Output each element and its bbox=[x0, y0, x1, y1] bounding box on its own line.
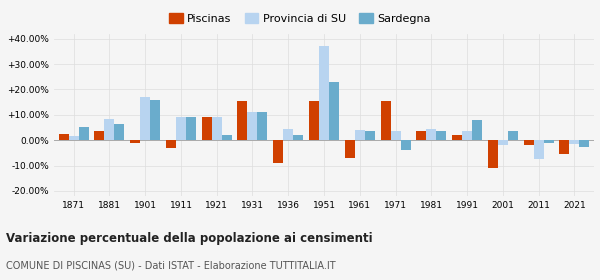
Bar bbox=[569, 140, 580, 144]
Bar bbox=[186, 117, 196, 140]
Bar bbox=[309, 101, 319, 140]
Bar bbox=[426, 129, 436, 140]
Bar bbox=[580, 140, 589, 146]
Bar bbox=[401, 140, 410, 150]
Bar bbox=[524, 140, 533, 145]
Bar bbox=[238, 101, 247, 140]
Bar bbox=[416, 131, 426, 140]
Bar bbox=[319, 46, 329, 140]
Bar bbox=[488, 140, 498, 168]
Bar bbox=[365, 131, 375, 140]
Bar bbox=[533, 140, 544, 159]
Bar bbox=[544, 140, 554, 143]
Bar bbox=[176, 117, 186, 140]
Bar bbox=[247, 112, 257, 140]
Legend: Piscinas, Provincia di SU, Sardegna: Piscinas, Provincia di SU, Sardegna bbox=[165, 8, 435, 28]
Bar bbox=[79, 127, 89, 140]
Bar bbox=[498, 140, 508, 145]
Bar bbox=[380, 101, 391, 140]
Bar bbox=[293, 135, 303, 140]
Bar bbox=[166, 140, 176, 148]
Bar bbox=[391, 131, 401, 140]
Bar bbox=[104, 119, 115, 140]
Text: COMUNE DI PISCINAS (SU) - Dati ISTAT - Elaborazione TUTTITALIA.IT: COMUNE DI PISCINAS (SU) - Dati ISTAT - E… bbox=[6, 260, 335, 270]
Bar bbox=[462, 131, 472, 140]
Bar bbox=[559, 140, 569, 154]
Bar bbox=[436, 131, 446, 140]
Bar bbox=[68, 136, 79, 140]
Bar bbox=[222, 135, 232, 140]
Bar bbox=[283, 129, 293, 140]
Bar bbox=[202, 117, 212, 140]
Bar bbox=[472, 120, 482, 140]
Bar bbox=[452, 135, 462, 140]
Bar bbox=[130, 140, 140, 143]
Bar bbox=[94, 131, 104, 140]
Bar bbox=[59, 134, 68, 140]
Bar bbox=[140, 97, 150, 140]
Bar bbox=[273, 140, 283, 163]
Bar bbox=[150, 100, 160, 140]
Bar bbox=[345, 140, 355, 158]
Text: Variazione percentuale della popolazione ai censimenti: Variazione percentuale della popolazione… bbox=[6, 232, 373, 245]
Bar bbox=[508, 131, 518, 140]
Bar bbox=[355, 130, 365, 140]
Bar bbox=[329, 82, 339, 140]
Bar bbox=[257, 112, 268, 140]
Bar bbox=[212, 117, 222, 140]
Bar bbox=[115, 124, 124, 140]
